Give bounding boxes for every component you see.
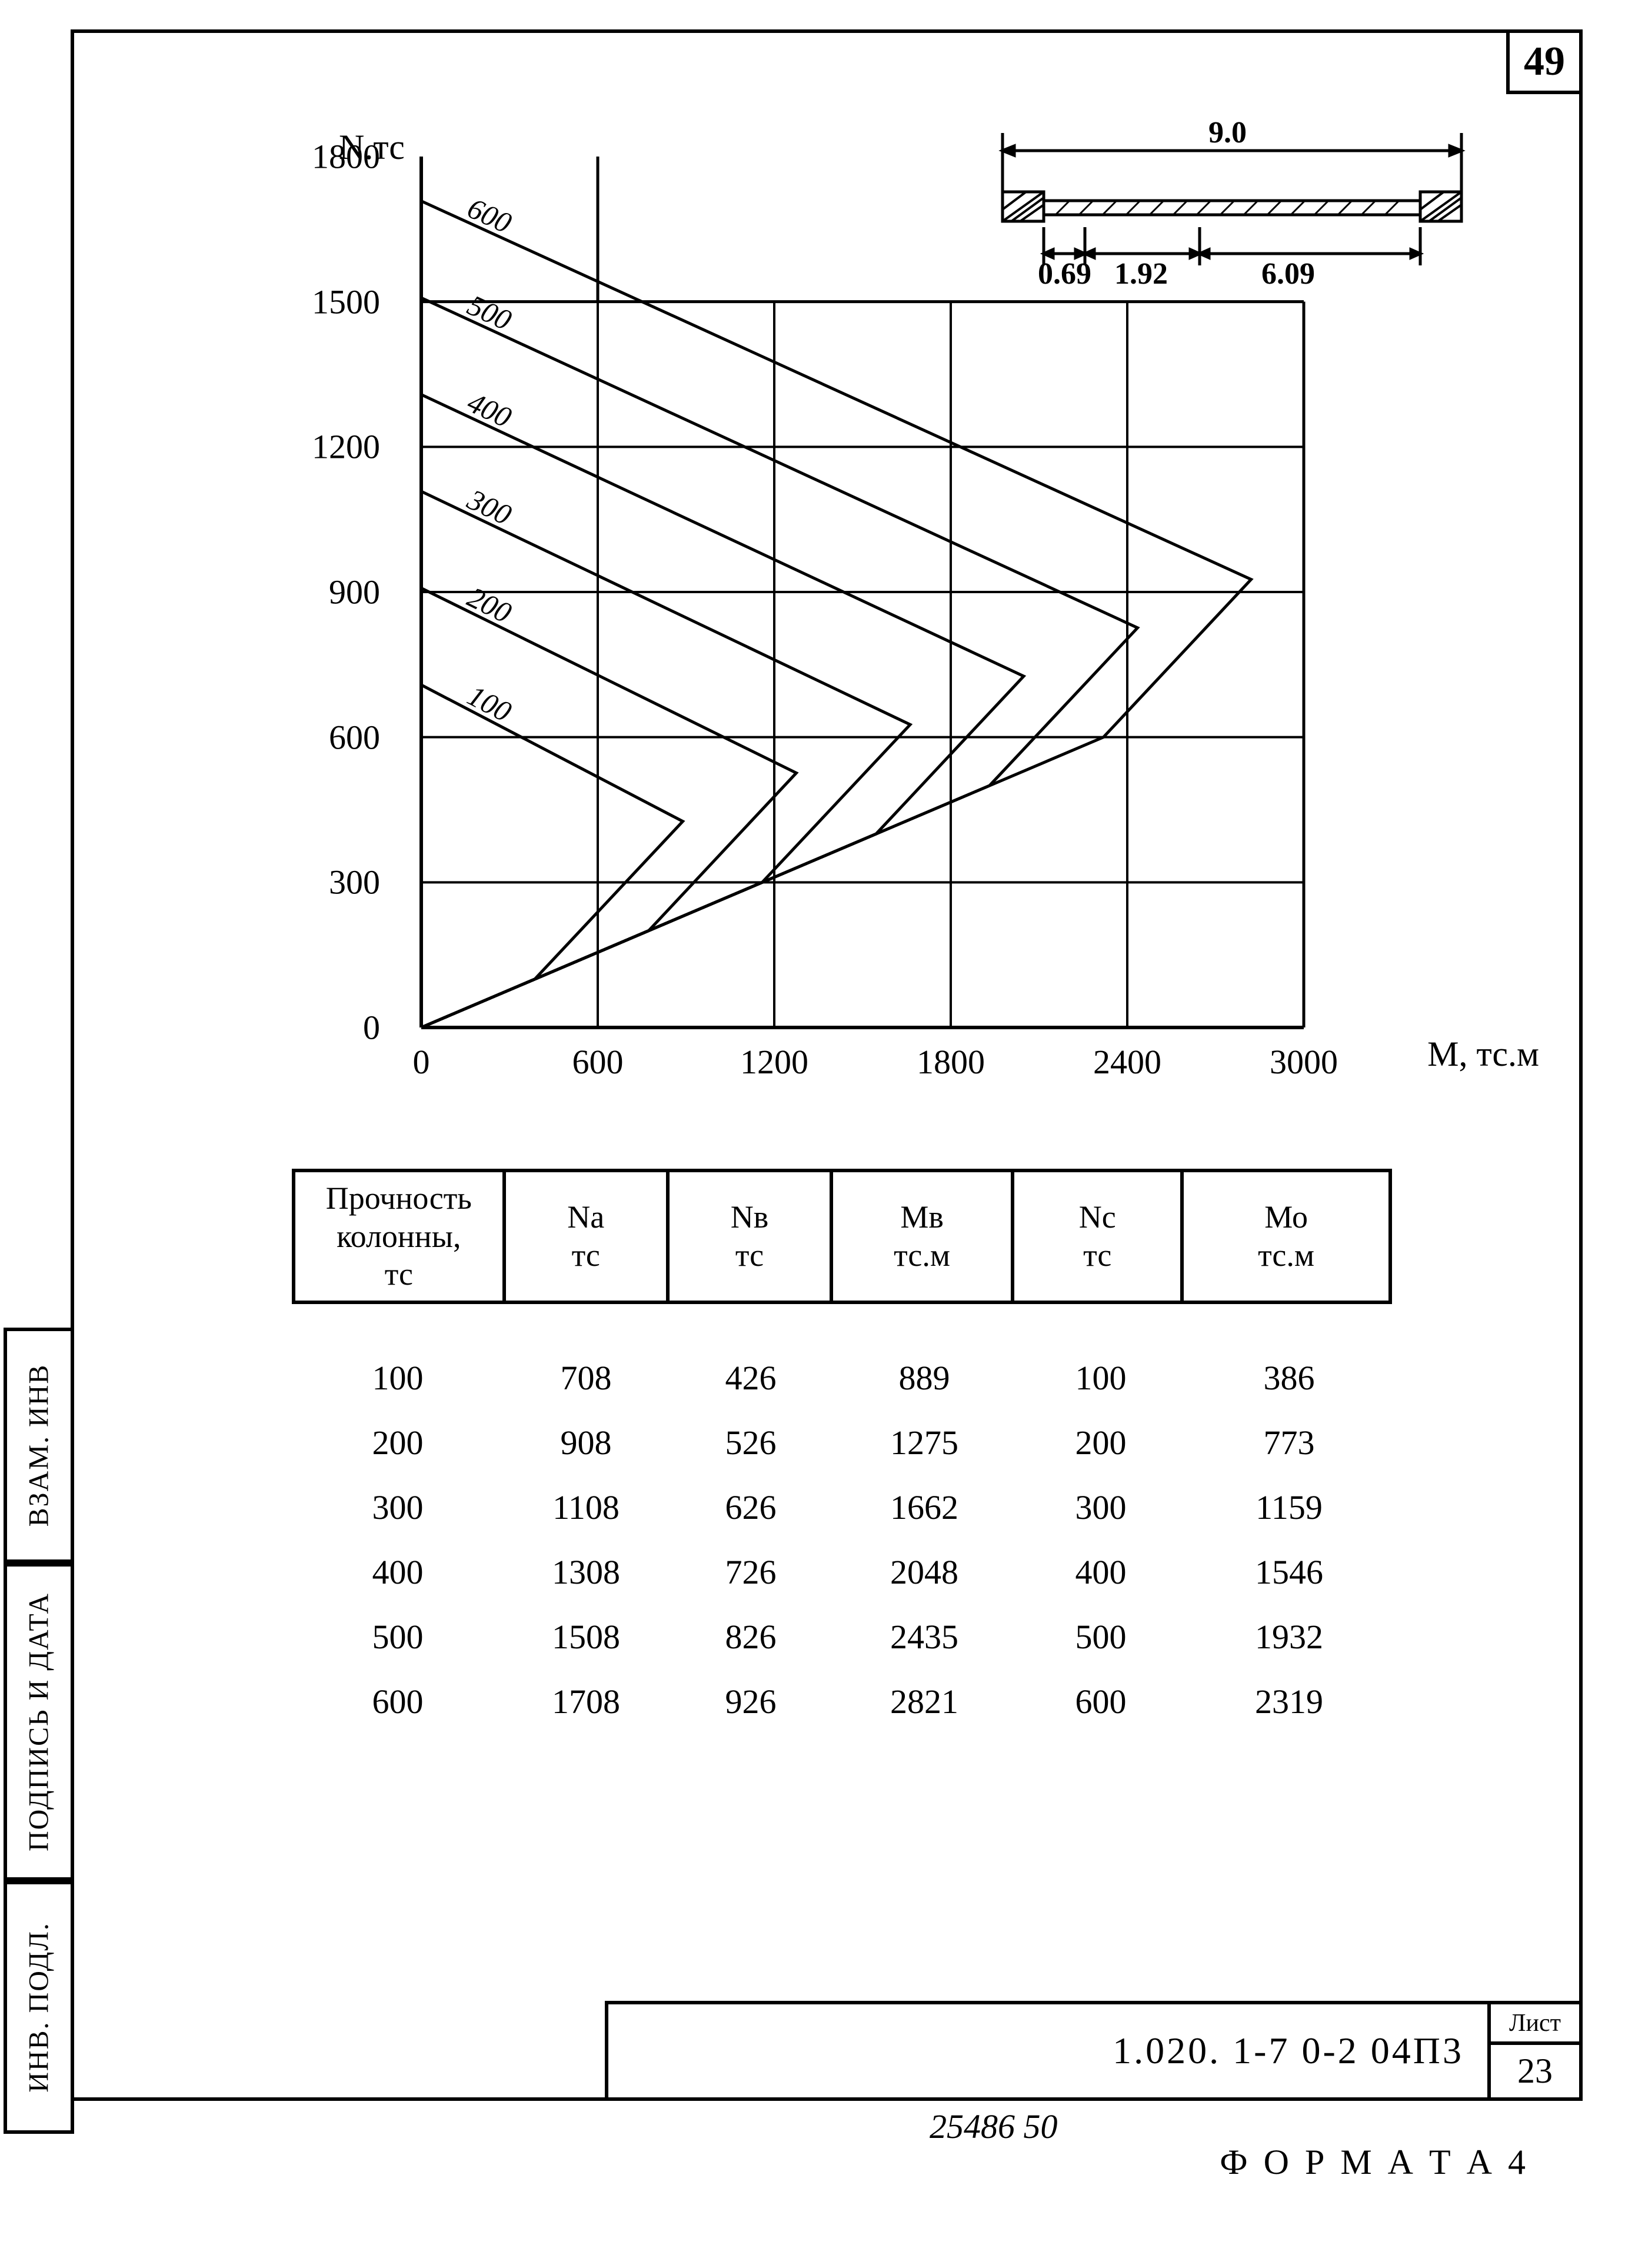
table-cell: 2048 [833, 1552, 1015, 1592]
margin-stamp-text: ПОДПИСЬ И ДАТА [23, 1592, 55, 1851]
table-cell: 100 [1015, 1358, 1186, 1398]
y-tick-label: 1800 [312, 137, 380, 177]
table-row: 600170892628216002319 [292, 1669, 1392, 1734]
table-cell: 1546 [1186, 1552, 1392, 1592]
table-header-cell: Nвтс [670, 1172, 833, 1301]
table-cell: 200 [1015, 1423, 1186, 1462]
table-cell: 200 [292, 1423, 504, 1462]
table-cell: 1108 [504, 1488, 668, 1527]
x-tick-label: 3000 [1270, 1042, 1338, 1082]
table-cell: 600 [292, 1682, 504, 1721]
drawing-frame: 49 [71, 29, 1583, 2101]
table-cell: 300 [1015, 1488, 1186, 1527]
y-tick-label: 300 [329, 863, 380, 902]
table-cell: 300 [292, 1488, 504, 1527]
table-cell: 400 [292, 1552, 504, 1592]
y-tick-label: 0 [363, 1008, 380, 1047]
sheet-box: Лист 23 [1491, 2004, 1579, 2097]
table-cell: 773 [1186, 1423, 1392, 1462]
sheet-number: 23 [1491, 2045, 1579, 2097]
y-tick-label: 900 [329, 573, 380, 612]
table-cell: 500 [292, 1617, 504, 1657]
table-cell: 926 [668, 1682, 833, 1721]
table-cell: 400 [1015, 1552, 1186, 1592]
table-cell: 426 [668, 1358, 833, 1398]
table-row: 2009085261275200773 [292, 1410, 1392, 1475]
table-cell: 386 [1186, 1358, 1392, 1398]
x-tick-label: 600 [572, 1042, 624, 1082]
table-cell: 889 [833, 1358, 1015, 1398]
table-header-row: Прочностьколонны,тсNaтсNвтсМвтс.мNcтсМот… [292, 1169, 1392, 1304]
table-header-cell: Мвтс.м [833, 1172, 1014, 1301]
table-row: 500150882624355001932 [292, 1604, 1392, 1669]
table-cell: 1708 [504, 1682, 668, 1721]
document-number: 1.020. 1-7 0-2 04П3 [608, 2004, 1491, 2097]
margin-stamp-text: ИНВ. ПОДЛ. [23, 1922, 55, 2093]
sheet-label: Лист [1491, 2004, 1579, 2045]
table-cell: 726 [668, 1552, 833, 1592]
page: 49 [0, 0, 1635, 2197]
table-cell: 526 [668, 1423, 833, 1462]
svg-text:300: 300 [462, 483, 517, 531]
x-tick-label: 1200 [740, 1042, 808, 1082]
svg-text:500: 500 [462, 288, 517, 337]
table-row: 100708426889100386 [292, 1345, 1392, 1410]
table-cell: 708 [504, 1358, 668, 1398]
y-tick-label: 600 [329, 717, 380, 757]
table-cell: 500 [1015, 1617, 1186, 1657]
page-number: 49 [1524, 38, 1565, 85]
svg-text:400: 400 [462, 385, 517, 434]
table-cell: 600 [1015, 1682, 1186, 1721]
table-cell: 1159 [1186, 1488, 1392, 1527]
table-body: 1007084268891003862009085261275200773300… [292, 1345, 1392, 1734]
margin-stamp: ВЗАМ. ИНВ [4, 1328, 74, 1563]
table-header-cell: Прочностьколонны,тс [295, 1172, 506, 1301]
svg-text:100: 100 [462, 679, 517, 728]
margin-stamp-text: ВЗАМ. ИНВ [23, 1364, 55, 1527]
x-axis-label: М, тс.м [1427, 1034, 1539, 1075]
format-label: Ф О Р М А Т А 4 [1220, 2142, 1529, 2268]
x-tick-label: 0 [413, 1042, 430, 1082]
table-header-cell: Naтс [506, 1172, 670, 1301]
table-cell: 1275 [833, 1423, 1015, 1462]
svg-text:600: 600 [462, 191, 516, 240]
table-cell: 1508 [504, 1617, 668, 1657]
page-number-box: 49 [1506, 29, 1583, 94]
y-tick-label: 1200 [312, 427, 380, 467]
table-cell: 1308 [504, 1552, 668, 1592]
table-row: 300110862616623001159 [292, 1475, 1392, 1539]
table-cell: 626 [668, 1488, 833, 1527]
table-cell: 908 [504, 1423, 668, 1462]
table-header-cell: Мотс.м [1184, 1172, 1388, 1301]
x-tick-label: 1800 [917, 1042, 985, 1082]
table-cell: 2435 [833, 1617, 1015, 1657]
margin-stamp: ИНВ. ПОДЛ. [4, 1881, 74, 2134]
table-cell: 1932 [1186, 1617, 1392, 1657]
title-block: 1.020. 1-7 0-2 04П3 Лист 23 [605, 2001, 1583, 2101]
interaction-chart: N.тс М, тс.м 100200300400500600 03006009… [274, 127, 1333, 1069]
table-header-cell: Ncтс [1014, 1172, 1184, 1301]
svg-text:200: 200 [462, 580, 517, 629]
x-tick-label: 2400 [1093, 1042, 1161, 1082]
table-cell: 826 [668, 1617, 833, 1657]
y-tick-label: 1500 [312, 282, 380, 321]
table-row: 400130872620484001546 [292, 1539, 1392, 1604]
table-cell: 2821 [833, 1682, 1015, 1721]
table-cell: 2319 [1186, 1682, 1392, 1721]
table-cell: 1662 [833, 1488, 1015, 1527]
table-cell: 100 [292, 1358, 504, 1398]
margin-stamp: ПОДПИСЬ И ДАТА [4, 1563, 74, 1881]
footer-note: 25486 50 [930, 2107, 1058, 2146]
